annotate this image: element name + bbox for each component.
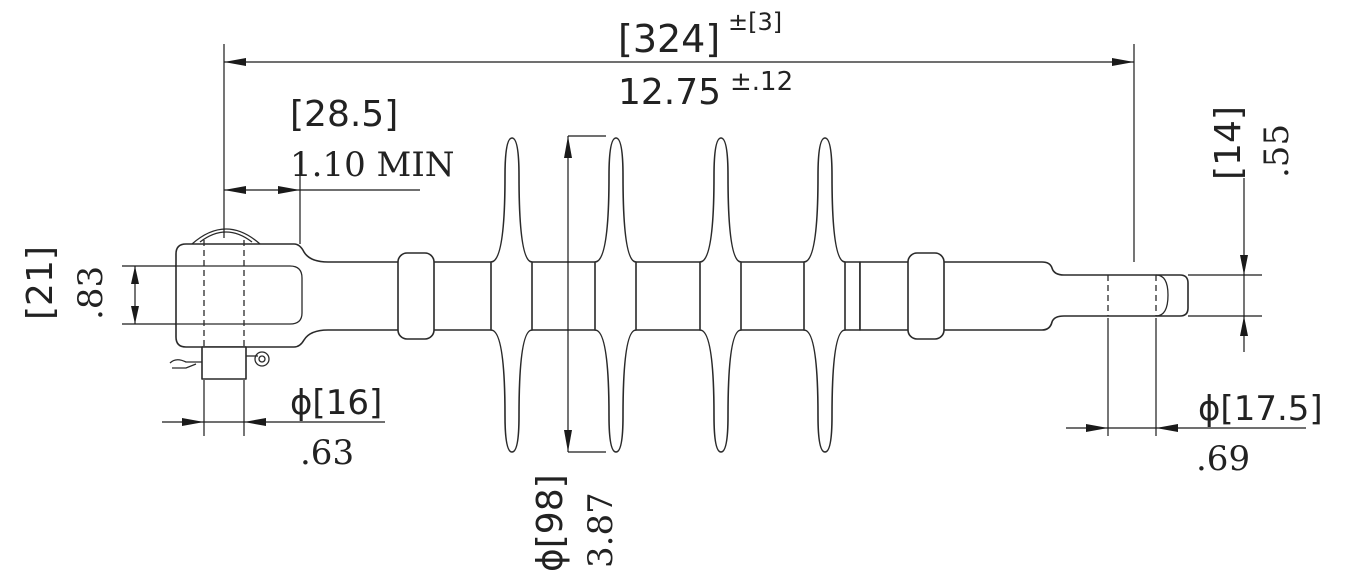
shed-4 (803, 137, 846, 453)
clevis-fitting (169, 228, 401, 380)
dimension-pin-diameter: ϕ[16] .63 (290, 383, 382, 473)
pin-diameter-metric: ϕ[16] (290, 383, 382, 423)
dimension-tongue-thickness: [14] .55 (1208, 106, 1297, 180)
hole-diameter-metric: ϕ[17.5] (1198, 389, 1323, 429)
dimension-clevis-depth: [28.5] 1.10 MIN (290, 94, 455, 185)
dimension-hole-diameter: ϕ[17.5] .69 (1196, 389, 1323, 479)
shed-3 (699, 137, 742, 453)
hole-diameter-imperial: .69 (1196, 439, 1250, 479)
shed-diameter-imperial: 3.87 (581, 492, 621, 568)
overall-length-imperial: 12.75 (618, 72, 721, 113)
shed-1 (490, 137, 533, 453)
clevis-depth-imperial: 1.10 MIN (290, 145, 455, 185)
clevis-depth-metric: [28.5] (290, 94, 398, 135)
overall-length-imperial-tolerance: ±.12 (730, 67, 793, 97)
tongue-thickness-metric: [14] (1208, 106, 1249, 180)
pin-diameter-imperial: .63 (300, 433, 354, 473)
tongue-thickness-imperial: .55 (1257, 124, 1297, 178)
overall-length-metric: [324] (618, 17, 720, 61)
dimension-lines (122, 44, 1306, 453)
insulator-body (169, 137, 1189, 453)
clevis-opening-metric: [21] (20, 246, 61, 320)
dimension-shed-diameter: ϕ[98] 3.87 (530, 474, 621, 572)
shed-diameter-metric: ϕ[98] (530, 474, 571, 572)
clevis-opening-imperial: .83 (71, 266, 111, 320)
overall-length-metric-tolerance: ±[3] (728, 8, 782, 36)
sheds (490, 137, 846, 453)
dimension-overall-length: [324] ±[3] 12.75 ±.12 (618, 8, 793, 113)
dimension-clevis-opening: [21] .83 (20, 246, 111, 320)
shed-2 (594, 137, 637, 453)
